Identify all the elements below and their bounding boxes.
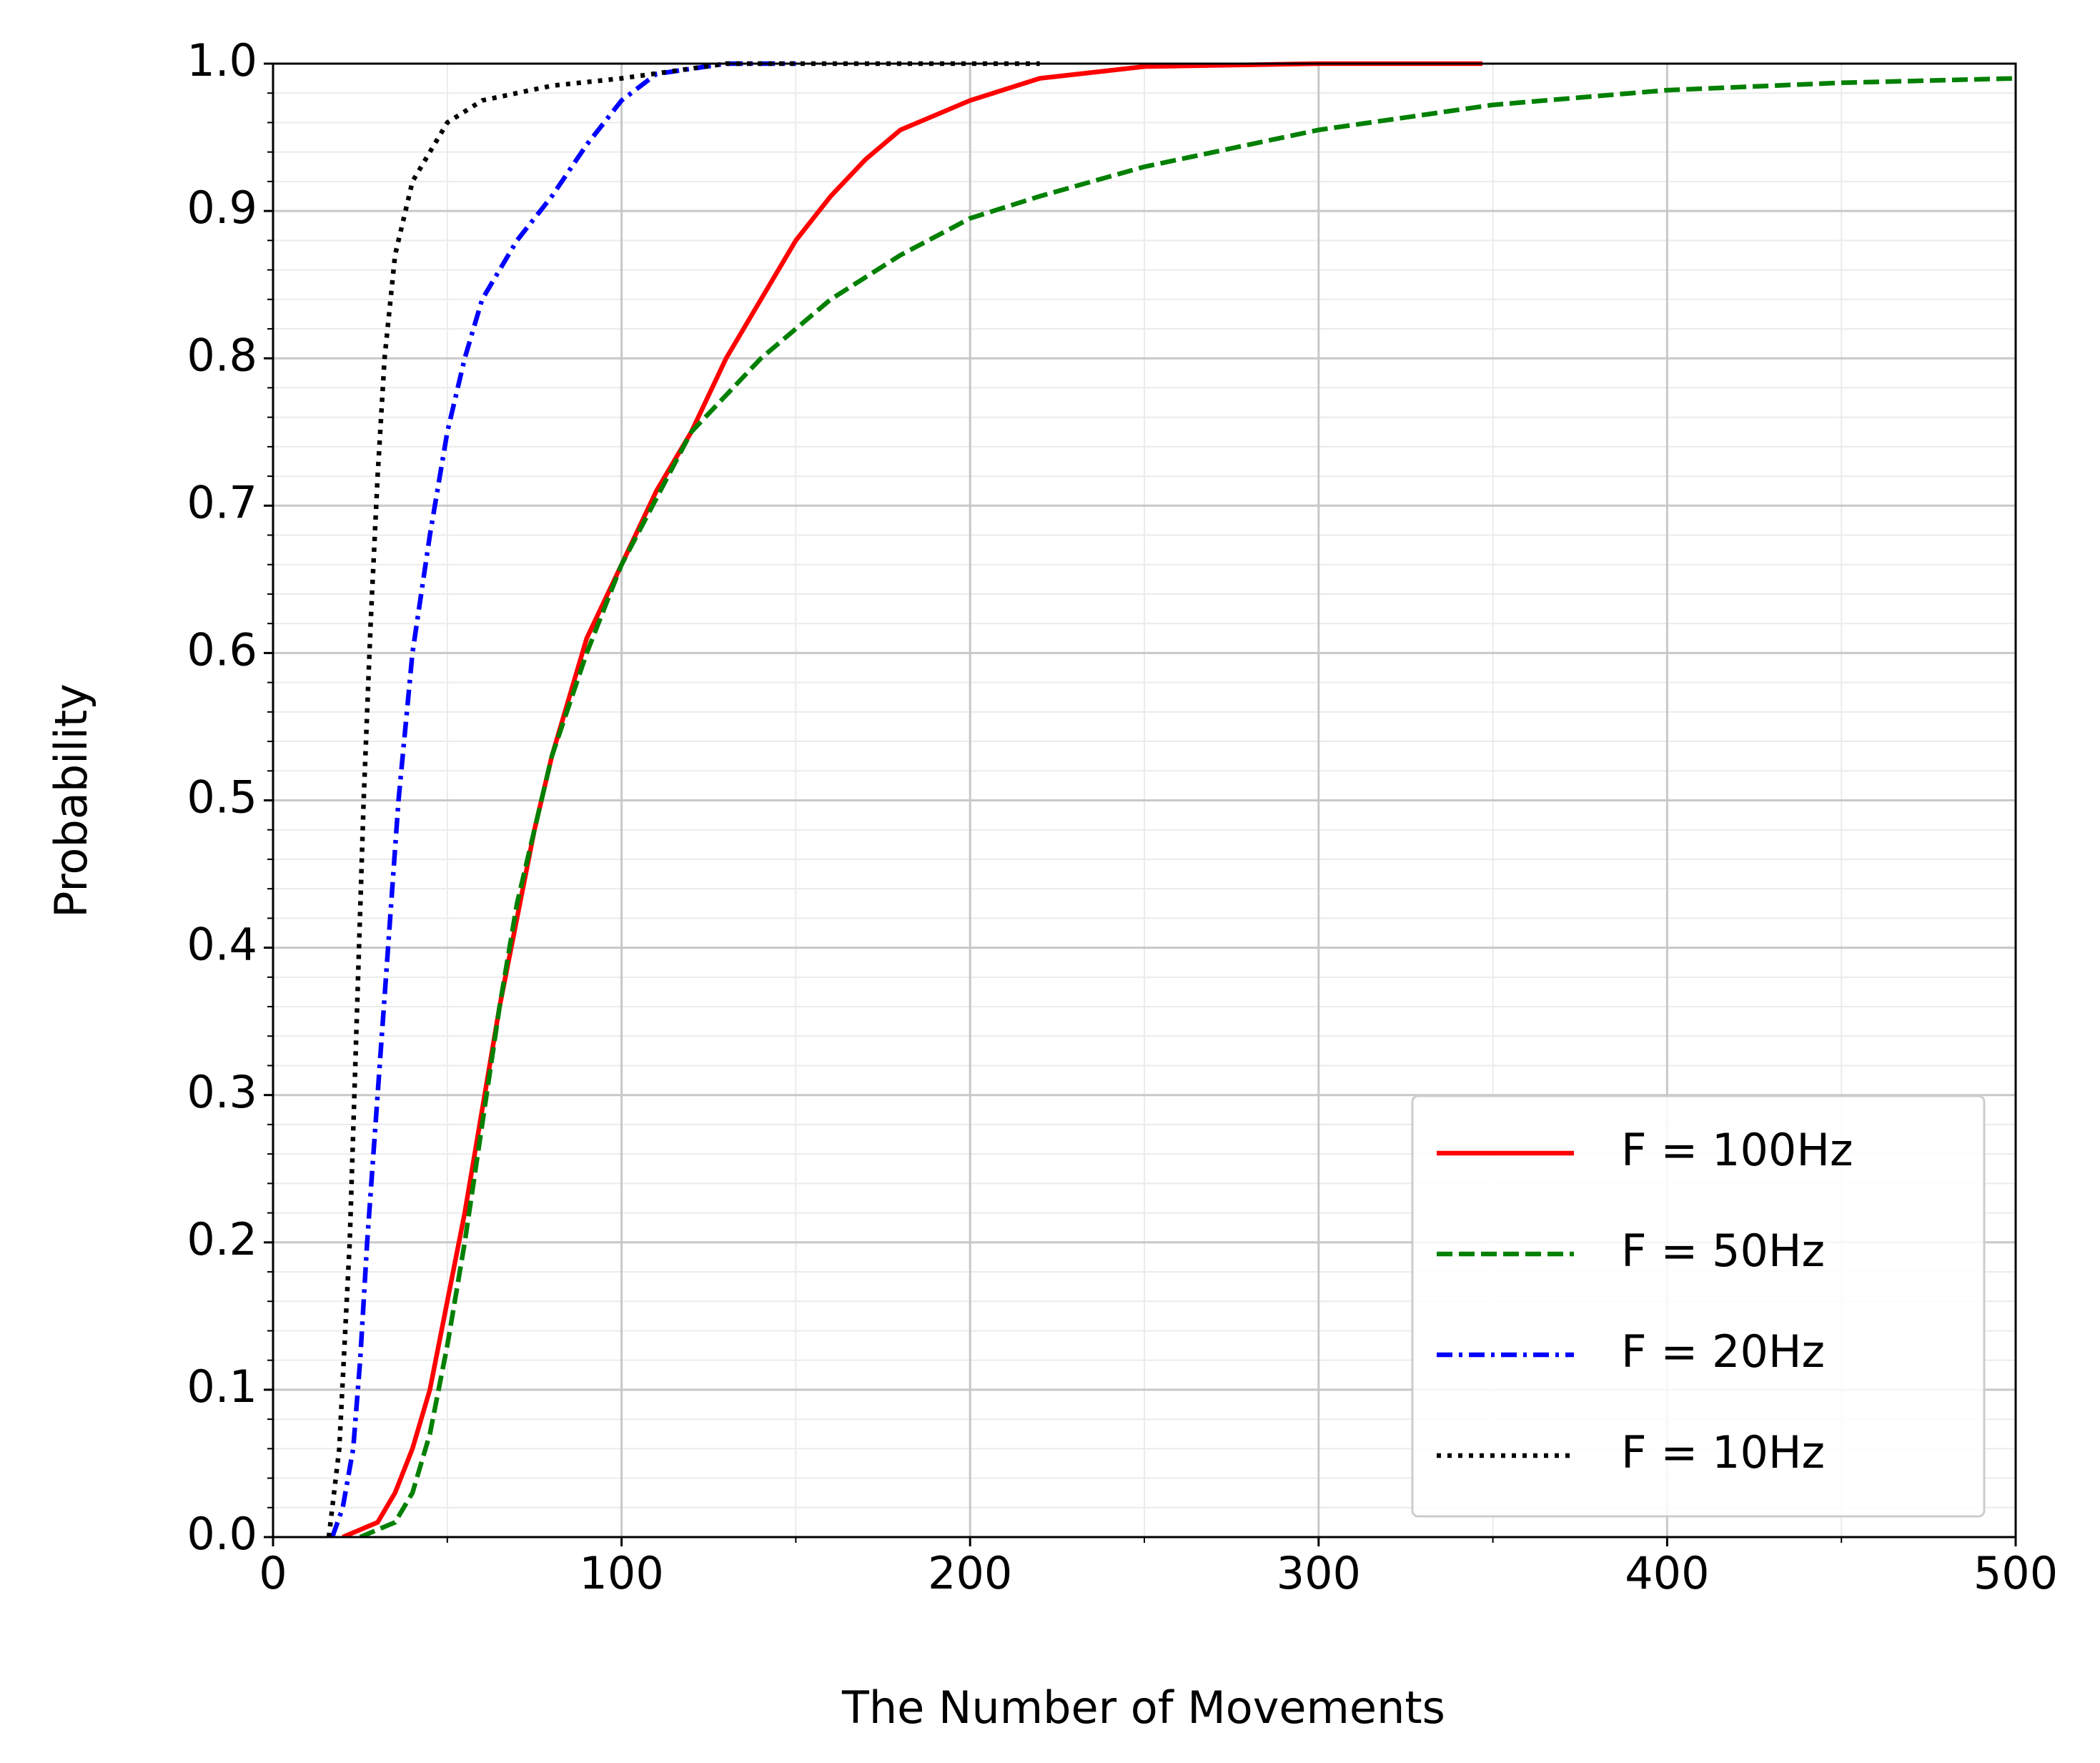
y-tick-label: 0.1	[187, 1360, 257, 1413]
y-tick-label: 0.8	[187, 329, 257, 381]
x-tick-label: 400	[1625, 1547, 1709, 1599]
y-tick-label: 0.5	[187, 771, 257, 824]
y-tick-label: 0.9	[187, 182, 257, 234]
legend-box	[1411, 1095, 1986, 1518]
legend-label: F = 20Hz	[1621, 1325, 1825, 1378]
x-axis-label: The Number of Movements	[841, 1681, 1445, 1734]
legend-label: F = 10Hz	[1621, 1426, 1825, 1478]
x-tick-label: 300	[1277, 1547, 1361, 1599]
x-tick-label: 100	[579, 1547, 663, 1599]
legend-label: F = 100Hz	[1621, 1124, 1853, 1176]
x-tick-label: 0	[259, 1547, 287, 1599]
plot-frame	[272, 62, 2017, 1539]
line	[342, 61, 1482, 1537]
line	[359, 76, 2016, 1537]
y-tick-label: 0.3	[187, 1066, 257, 1118]
y-tick-label: 0.6	[187, 623, 257, 676]
y-tick-label: 0.7	[187, 476, 257, 528]
y-tick-label: 0.0	[187, 1508, 257, 1560]
y-tick-label: 0.4	[187, 919, 257, 971]
y-tick-label: 1.0	[187, 34, 257, 87]
line	[330, 61, 796, 1537]
x-tick-label: 500	[1973, 1547, 2058, 1599]
legend-label: F = 50Hz	[1621, 1225, 1825, 1277]
y-tick-label: 0.2	[187, 1213, 257, 1265]
x-tick-label: 200	[928, 1547, 1012, 1599]
y-axis-label: Probability	[45, 683, 97, 918]
